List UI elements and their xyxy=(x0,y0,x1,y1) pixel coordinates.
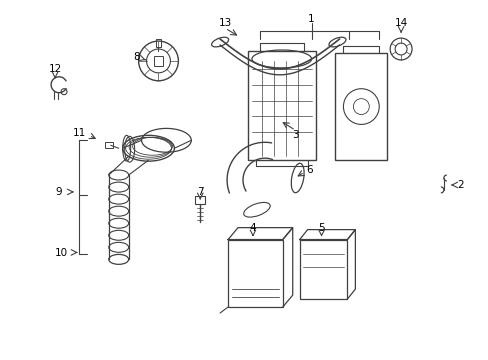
Text: 1: 1 xyxy=(307,14,314,24)
Bar xyxy=(104,142,113,148)
Text: 3: 3 xyxy=(292,130,298,140)
Bar xyxy=(247,51,315,160)
Text: 9: 9 xyxy=(56,187,62,197)
Text: 6: 6 xyxy=(305,165,312,175)
Text: 4: 4 xyxy=(249,222,256,233)
Bar xyxy=(299,239,346,299)
Text: 11: 11 xyxy=(72,129,85,138)
Text: 2: 2 xyxy=(456,180,463,190)
Text: 5: 5 xyxy=(318,222,324,233)
Text: 7: 7 xyxy=(197,187,203,197)
Bar xyxy=(195,196,205,204)
Text: 12: 12 xyxy=(48,64,61,74)
Text: 8: 8 xyxy=(133,52,140,62)
Bar xyxy=(227,239,282,307)
Text: 13: 13 xyxy=(218,18,231,28)
Bar xyxy=(155,39,161,47)
Text: 14: 14 xyxy=(394,18,407,28)
Text: 10: 10 xyxy=(54,248,67,258)
Bar xyxy=(153,56,163,66)
Bar xyxy=(335,53,386,160)
